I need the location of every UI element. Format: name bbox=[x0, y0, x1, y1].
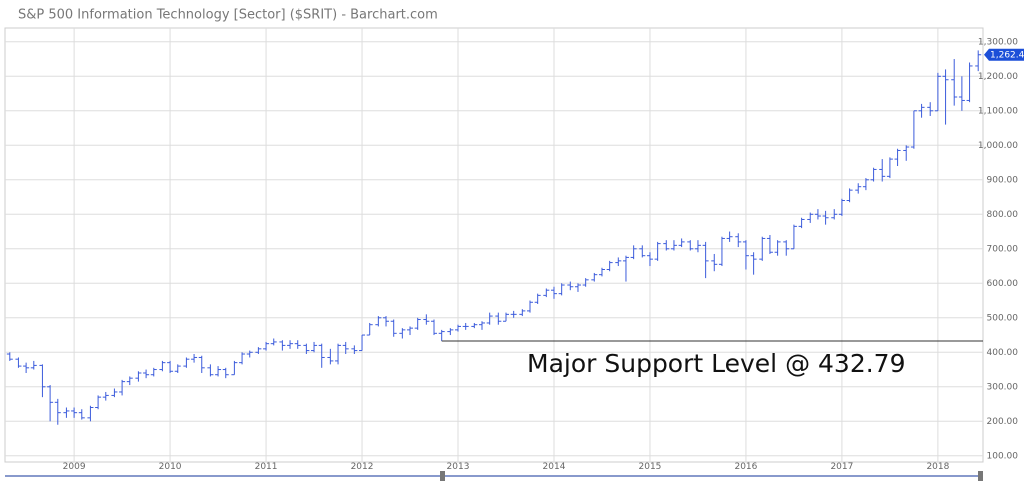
x-tick-label: 2011 bbox=[255, 462, 278, 472]
scroll-handle[interactable] bbox=[440, 471, 445, 481]
x-tick-label: 2015 bbox=[639, 462, 662, 472]
x-tick-label: 2013 bbox=[447, 462, 470, 472]
plot-frame bbox=[4, 27, 984, 463]
y-tick-label: 400.00 bbox=[987, 348, 1019, 358]
x-tick-label: 2010 bbox=[159, 462, 182, 472]
y-tick-label: 800.00 bbox=[987, 210, 1019, 220]
x-tick-label: 2016 bbox=[734, 462, 757, 472]
y-tick-label: 300.00 bbox=[987, 382, 1019, 392]
y-tick-label: 1,300.00 bbox=[978, 37, 1018, 47]
last-price-label: 1,262.42 bbox=[990, 50, 1024, 60]
last-price-tag bbox=[984, 48, 1024, 61]
y-tick-label: 700.00 bbox=[987, 244, 1019, 254]
y-tick-label: 900.00 bbox=[987, 175, 1019, 185]
x-tick-label: 2012 bbox=[351, 462, 374, 472]
y-tick-label: 200.00 bbox=[987, 417, 1019, 427]
x-tick-label: 2014 bbox=[543, 462, 566, 472]
x-tick-label: 2009 bbox=[63, 462, 86, 472]
y-tick-label: 600.00 bbox=[987, 279, 1019, 289]
y-tick-label: 500.00 bbox=[987, 313, 1019, 323]
y-tick-label: 100.00 bbox=[987, 451, 1019, 461]
y-tick-label: 1,000.00 bbox=[978, 141, 1018, 151]
chart-title: S&P 500 Information Technology [Sector] … bbox=[18, 8, 438, 23]
y-tick-label: 1,200.00 bbox=[978, 72, 1018, 82]
x-tick-label: 2017 bbox=[830, 462, 853, 472]
x-tick-label: 2018 bbox=[926, 462, 949, 472]
support-label: Major Support Level @ 432.79 bbox=[527, 349, 906, 378]
scroll-handle[interactable] bbox=[978, 471, 983, 481]
y-tick-label: 1,100.00 bbox=[978, 106, 1018, 116]
